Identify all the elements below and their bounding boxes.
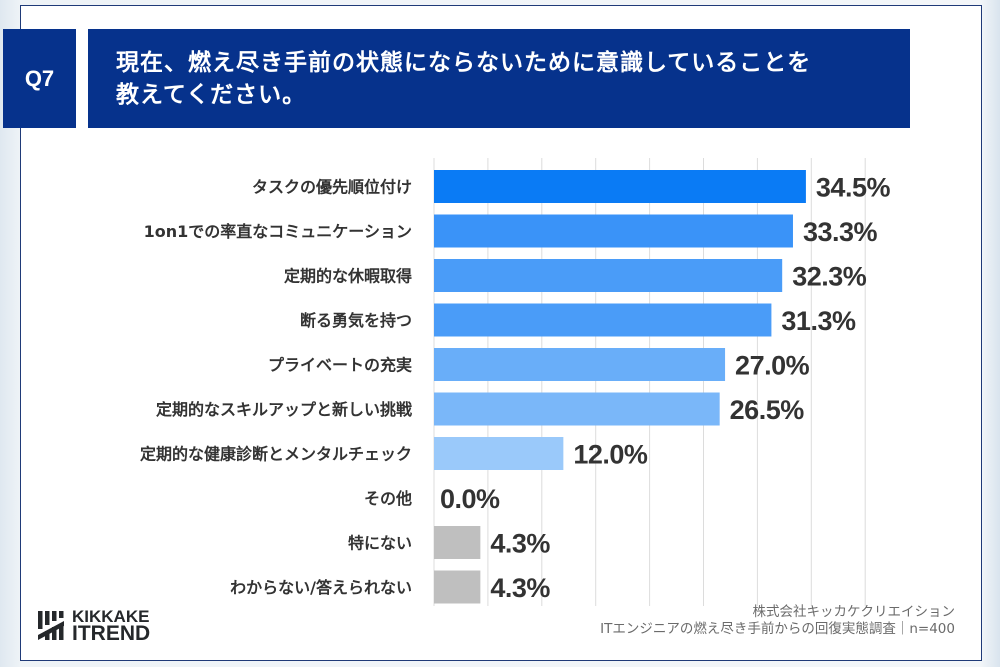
footer-source: 株式会社キッカケクリエイション ITエンジニアの燃え尽き手前からの回復実態調査｜… — [600, 604, 955, 638]
bar — [434, 259, 783, 292]
bar — [434, 526, 481, 559]
bar — [434, 214, 793, 248]
value-label: 0.0% — [440, 484, 500, 514]
bar — [434, 170, 806, 203]
bar — [434, 392, 720, 426]
category-label: 定期的な健康診断とメンタルチェック — [139, 445, 412, 464]
value-label: 4.3% — [490, 529, 550, 559]
question-title: 現在、燃え尽き手前の状態にならないために意識していることを 教えてください。 — [88, 29, 910, 128]
category-label: わからない/答えられない — [230, 578, 412, 597]
question-number-badge: Q7 — [3, 29, 76, 128]
bar — [434, 348, 726, 381]
category-label: プライベートの充実 — [268, 356, 412, 375]
question-title-line1: 現在、燃え尽き手前の状態にならないために意識していることを — [116, 50, 812, 76]
category-label: 1on1での率直なコミュニケーション — [144, 222, 412, 241]
footer-company: 株式会社キッカケクリエイション — [752, 604, 956, 620]
value-label: 32.3% — [792, 262, 867, 292]
category-label: 特にない — [348, 534, 412, 553]
category-label: 定期的な休暇取得 — [283, 267, 412, 286]
logo-mark-icon — [38, 611, 64, 640]
category-label: タスクの優先順位付け — [252, 178, 412, 197]
value-label: 27.0% — [735, 351, 810, 381]
bar — [434, 437, 564, 470]
value-label: 34.5% — [816, 173, 891, 203]
value-label: 4.3% — [490, 573, 550, 603]
question-title-line2: 教えてください。 — [116, 82, 307, 108]
value-label: 31.3% — [781, 306, 856, 336]
logo-line2: ITREND — [72, 622, 151, 645]
category-label: 定期的なスキルアップと新しい挑戦 — [155, 400, 413, 419]
category-label: その他 — [364, 489, 412, 508]
bar — [434, 570, 481, 604]
value-label: 12.0% — [573, 440, 648, 470]
category-label: 断る勇気を持つ — [300, 311, 412, 330]
value-label: 33.3% — [803, 217, 878, 247]
footer-survey: ITエンジニアの燃え尽き手前からの回復実態調査｜n=400 — [600, 621, 955, 637]
value-label: 26.5% — [730, 395, 805, 425]
logo-line1: KIKKAKE — [72, 607, 150, 626]
bar — [434, 303, 772, 337]
question-number: Q7 — [24, 65, 55, 91]
kikkake-itrend-logo: KIKKAKE ITREND — [38, 607, 151, 645]
